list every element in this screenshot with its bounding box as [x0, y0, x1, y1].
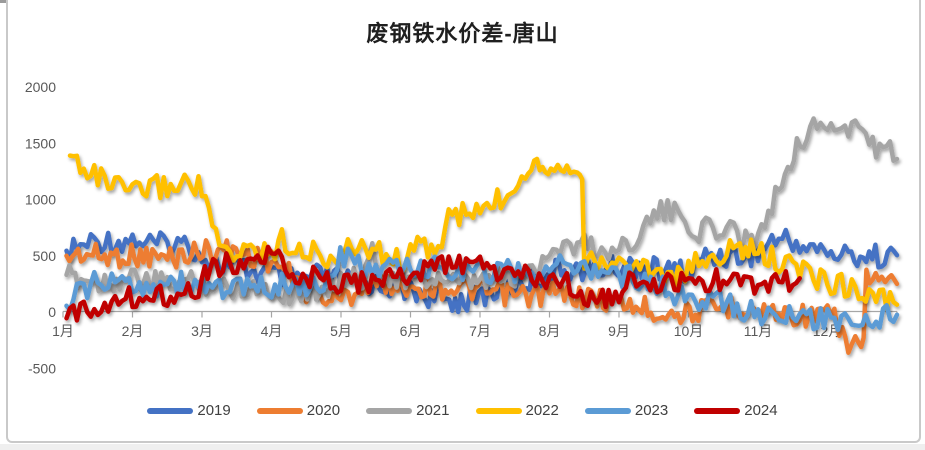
- legend-swatch-2022: [475, 407, 522, 414]
- series-line-2024: [64, 244, 802, 323]
- legend-item-2019: 2019: [147, 402, 231, 419]
- y-axis-tick-label: 1500: [25, 135, 56, 151]
- x-axis-month-label: 8月: [539, 323, 561, 339]
- legend: 2019 2020 2021 2022 2023 2024: [0, 402, 925, 419]
- legend-swatch-2024: [694, 407, 741, 414]
- x-axis-month-label: 7月: [469, 323, 491, 339]
- legend-label-2024: 2024: [744, 402, 778, 419]
- series-line-2023: [64, 245, 900, 333]
- legend-item-2022: 2022: [475, 402, 559, 419]
- series-lines: [64, 116, 900, 355]
- chart-title: 废钢铁水价差-唐山: [366, 21, 559, 46]
- y-axis-tick-label: 500: [33, 248, 57, 264]
- y-axis-tick-label: 2000: [25, 79, 56, 95]
- sheet-edge-strip: [0, 444, 925, 450]
- x-axis-month-label: 4月: [261, 323, 283, 339]
- legend-item-2020: 2020: [256, 402, 341, 419]
- legend-label-2021: 2021: [416, 402, 450, 419]
- x-axis-month-label: 9月: [608, 323, 630, 339]
- x-axis-month-label: 3月: [191, 323, 213, 339]
- x-axis-month-label: 1月: [52, 323, 74, 339]
- series-line-2022: [67, 153, 900, 311]
- chart-object-frame[interactable]: [6, 0, 921, 443]
- legend-label-2022: 2022: [525, 402, 559, 419]
- x-axis-month-label: 10月: [674, 323, 704, 339]
- legend-swatch-2019: [147, 407, 194, 414]
- x-axis-month-label: 6月: [400, 323, 422, 339]
- legend-swatch-2023: [584, 407, 631, 414]
- legend-item-2021: 2021: [366, 402, 450, 419]
- y-axis-tick-label: 0: [48, 304, 56, 320]
- x-axis-month-label: 2月: [122, 323, 144, 339]
- y-axis-tick-label: -500: [28, 360, 56, 376]
- legend-swatch-2021: [366, 407, 413, 414]
- x-axis-month-label: 5月: [330, 323, 352, 339]
- legend-item-2024: 2024: [694, 402, 778, 419]
- legend-swatch-2020: [256, 407, 303, 414]
- y-axis-tick-label: 1000: [25, 192, 56, 208]
- legend-item-2023: 2023: [584, 402, 669, 419]
- legend-label-2019: 2019: [197, 402, 231, 419]
- legend-label-2023: 2023: [634, 402, 669, 419]
- legend-label-2020: 2020: [306, 402, 341, 419]
- x-axis-month-label: 11月: [744, 323, 773, 339]
